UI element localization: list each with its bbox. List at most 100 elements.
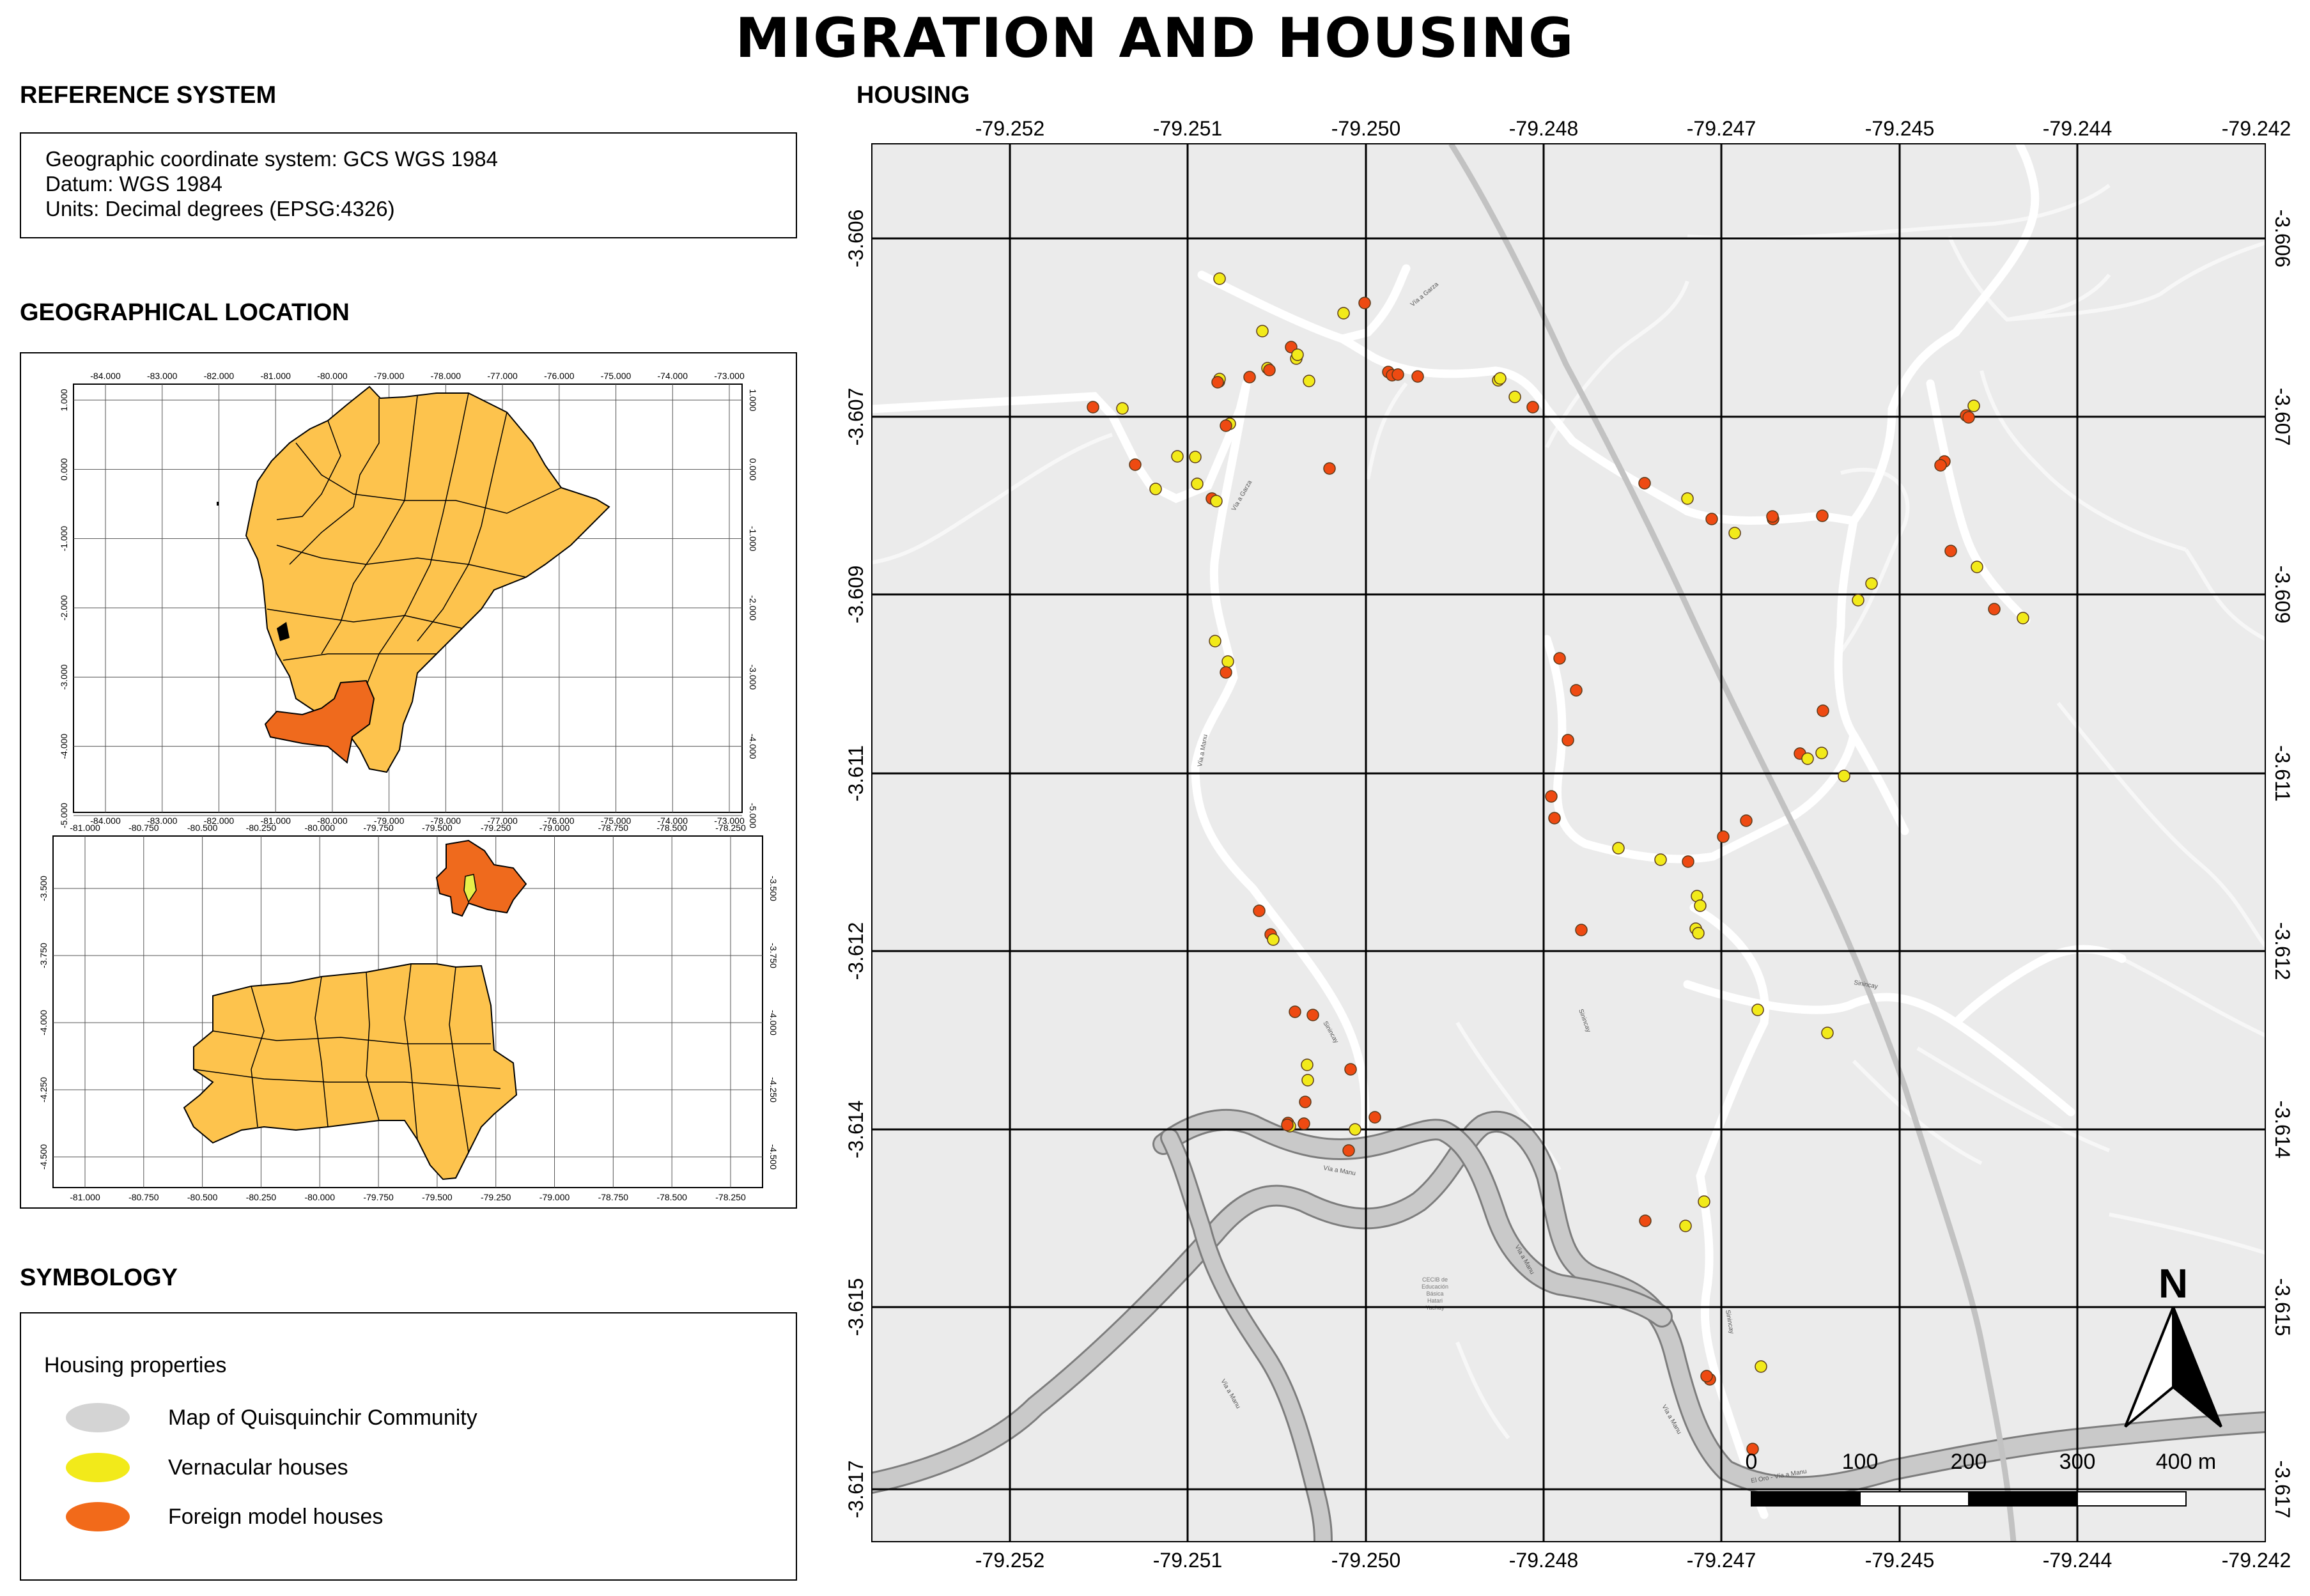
ecuador-x-tick-label: -82.000 — [204, 816, 235, 826]
vernacular-house-marker — [1815, 747, 1828, 759]
ecuador-x-tick-label: -83.000 — [147, 371, 178, 381]
foreign-house-marker — [1816, 509, 1829, 522]
vernacular-house-marker — [1728, 527, 1741, 539]
housing-x-labels-bottom: -79.252 -79.251 -79.250 -79.248 -79.247 -79.2… — [975, 1549, 2291, 1572]
ecuador-y-tick-label: -2.000 — [748, 595, 758, 621]
azuay-x-tick-label: -78.750 — [598, 823, 629, 833]
road-east-ne — [1849, 328, 1960, 525]
housing-y-tick-label: -3.609 — [844, 566, 867, 624]
housing-x-tick-label: -79.242 — [2222, 117, 2291, 140]
reference-system-box: Geographic coordinate system: GCS WGS 19… — [20, 132, 797, 238]
svg-text:Educación: Educación — [1422, 1283, 1448, 1290]
vernacular-house-marker — [1149, 483, 1162, 495]
legend-label-community-map: Map of Quisquinchir Community — [168, 1406, 477, 1430]
vernacular-house-marker — [1494, 372, 1507, 385]
azuay-y-tick-label: -4.250 — [38, 1077, 49, 1103]
housing-y-tick-label: -3.609 — [2271, 566, 2294, 624]
vernacular-house-marker — [1821, 1027, 1834, 1039]
symbology-heading: SYMBOLOGY — [20, 1264, 178, 1291]
houses — [1087, 272, 2029, 1455]
foreign-house-marker — [1129, 458, 1142, 471]
vernacular-house-marker — [1654, 853, 1667, 866]
housing-y-tick-label: -3.607 — [2271, 388, 2294, 446]
scale-label: 100 — [1842, 1450, 1879, 1474]
foreign-house-marker — [1358, 297, 1371, 309]
vernacular-house-marker — [1256, 325, 1269, 337]
azuay-y-tick-label: -4.000 — [38, 1010, 49, 1035]
foreign-house-marker — [1545, 790, 1558, 803]
azuay-x-labels-bottom: -81.000 -80.750 -80.500 -80.250 -80.000 -79.7… — [70, 1192, 746, 1202]
ecuador-x-tick-label: -80.000 — [317, 816, 348, 826]
ecuador-x-tick-label: -81.000 — [260, 371, 291, 381]
road-west-south — [1191, 379, 1370, 1155]
ecuador-x-labels-bottom: -84.000 -83.000 -82.000 -81.000 -80.000 -79.0… — [90, 816, 745, 826]
foreign-house-marker — [1639, 1214, 1652, 1227]
canar-province-highlight — [435, 839, 527, 917]
azuay-y-tick-label: -4.250 — [768, 1077, 779, 1103]
azuay-x-tick-label: -80.250 — [246, 1192, 277, 1202]
azuay-y-tick-label: -4.500 — [38, 1144, 49, 1170]
foreign-house-marker — [1746, 1443, 1759, 1455]
road-east-spur — [1834, 516, 1909, 835]
azuay-x-tick-label: -80.750 — [128, 823, 159, 833]
vernacular-house-marker — [1301, 1074, 1314, 1087]
azuay-y-tick-label: -4.500 — [768, 1144, 779, 1170]
ecuador-x-tick-label: -73.000 — [714, 816, 745, 826]
housing-x-tick-label: -79.244 — [2043, 117, 2112, 140]
azuay-x-tick-label: -78.250 — [715, 823, 746, 833]
reference-system-heading: REFERENCE SYSTEM — [20, 82, 277, 109]
vernacular-house-marker — [1967, 399, 1980, 412]
ecuador-x-tick-label: -81.000 — [260, 816, 291, 826]
ecuador-y-tick-label: -4.000 — [59, 734, 69, 759]
ecuador-y-tick-label: -5.000 — [59, 803, 69, 828]
foreign-house-marker — [1740, 814, 1753, 827]
housing-y-tick-label: -3.612 — [844, 922, 867, 980]
housing-y-labels-right: -3.606 -3.607 -3.609 -3.611 -3.612 -3.614 -3.6… — [2271, 210, 2294, 1519]
ecuador-x-tick-label: -82.000 — [204, 371, 235, 381]
azuay-y-tick-label: -3.750 — [768, 943, 779, 968]
vernacular-house-marker — [1116, 402, 1129, 415]
locator-maps: -84.000 -83.000 -82.000 -81.000 -80.000 -79.0… — [38, 371, 779, 1202]
ecuador-y-tick-label: 1.000 — [59, 389, 69, 411]
azuay-x-tick-label: -79.500 — [422, 823, 453, 833]
foreign-house-marker — [1342, 1144, 1355, 1157]
housing-x-tick-label: -79.252 — [975, 1549, 1045, 1572]
foreign-house-marker — [1243, 371, 1256, 384]
symbology-box: Housing properties Map of Quisquinchir C… — [20, 1312, 797, 1581]
legend-label-vernacular: Vernacular houses — [168, 1455, 348, 1480]
azuay-canton-borders — [193, 963, 501, 1153]
highway-via-a-manu — [872, 1109, 2265, 1542]
foreign-house-marker — [1548, 812, 1561, 825]
housing-x-tick-label: -79.251 — [1153, 117, 1223, 140]
quisquinchir-location-marker — [463, 874, 477, 903]
azuay-x-tick-label: -80.750 — [128, 1192, 159, 1202]
vernacular-house-marker — [1210, 495, 1223, 507]
housing-y-tick-label: -3.614 — [844, 1101, 867, 1159]
azuay-x-tick-label: -79.000 — [539, 823, 570, 833]
foreign-house-marker — [1253, 904, 1266, 917]
ecuador-x-labels-top: -84.000 -83.000 -82.000 -81.000 -80.000 -79.0… — [90, 371, 745, 381]
housing-x-tick-label: -79.244 — [2043, 1549, 2112, 1572]
vernacular-house-marker — [1221, 655, 1234, 668]
ecuador-y-tick-label: 1.000 — [748, 389, 758, 411]
vernacular-house-marker — [1971, 561, 1983, 573]
vernacular-house-marker — [1692, 927, 1705, 940]
azuay-y-labels-right: -3.500 -3.750 -4.000 -4.250 -4.500 — [768, 876, 779, 1170]
vernacular-house-marker — [1291, 348, 1304, 361]
footpaths — [872, 183, 2265, 1439]
ecuador-x-tick-label: -73.000 — [714, 371, 745, 381]
ecuador-y-tick-label: -5.000 — [748, 803, 758, 828]
ref-line-datum: Datum: WGS 1984 — [45, 172, 222, 196]
azuay-x-tick-label: -80.000 — [305, 823, 336, 833]
scale-bar: 0 100 200 300 400 m — [1746, 1450, 2216, 1507]
road-north — [1197, 264, 1411, 343]
azuay-y-labels-left: -3.500 -3.750 -4.000 -4.250 -4.500 — [38, 876, 49, 1170]
road-east-north — [1951, 144, 2040, 337]
vernacular-house-marker — [1755, 1360, 1767, 1373]
housing-y-tick-label: -3.615 — [2271, 1278, 2294, 1336]
road-south — [1689, 903, 1769, 1519]
legend-swatch-foreign — [66, 1502, 130, 1531]
azuay-y-tick-label: -3.500 — [38, 876, 49, 901]
housing-x-tick-label: -79.250 — [1331, 1549, 1401, 1572]
foreign-house-marker — [1553, 652, 1566, 665]
